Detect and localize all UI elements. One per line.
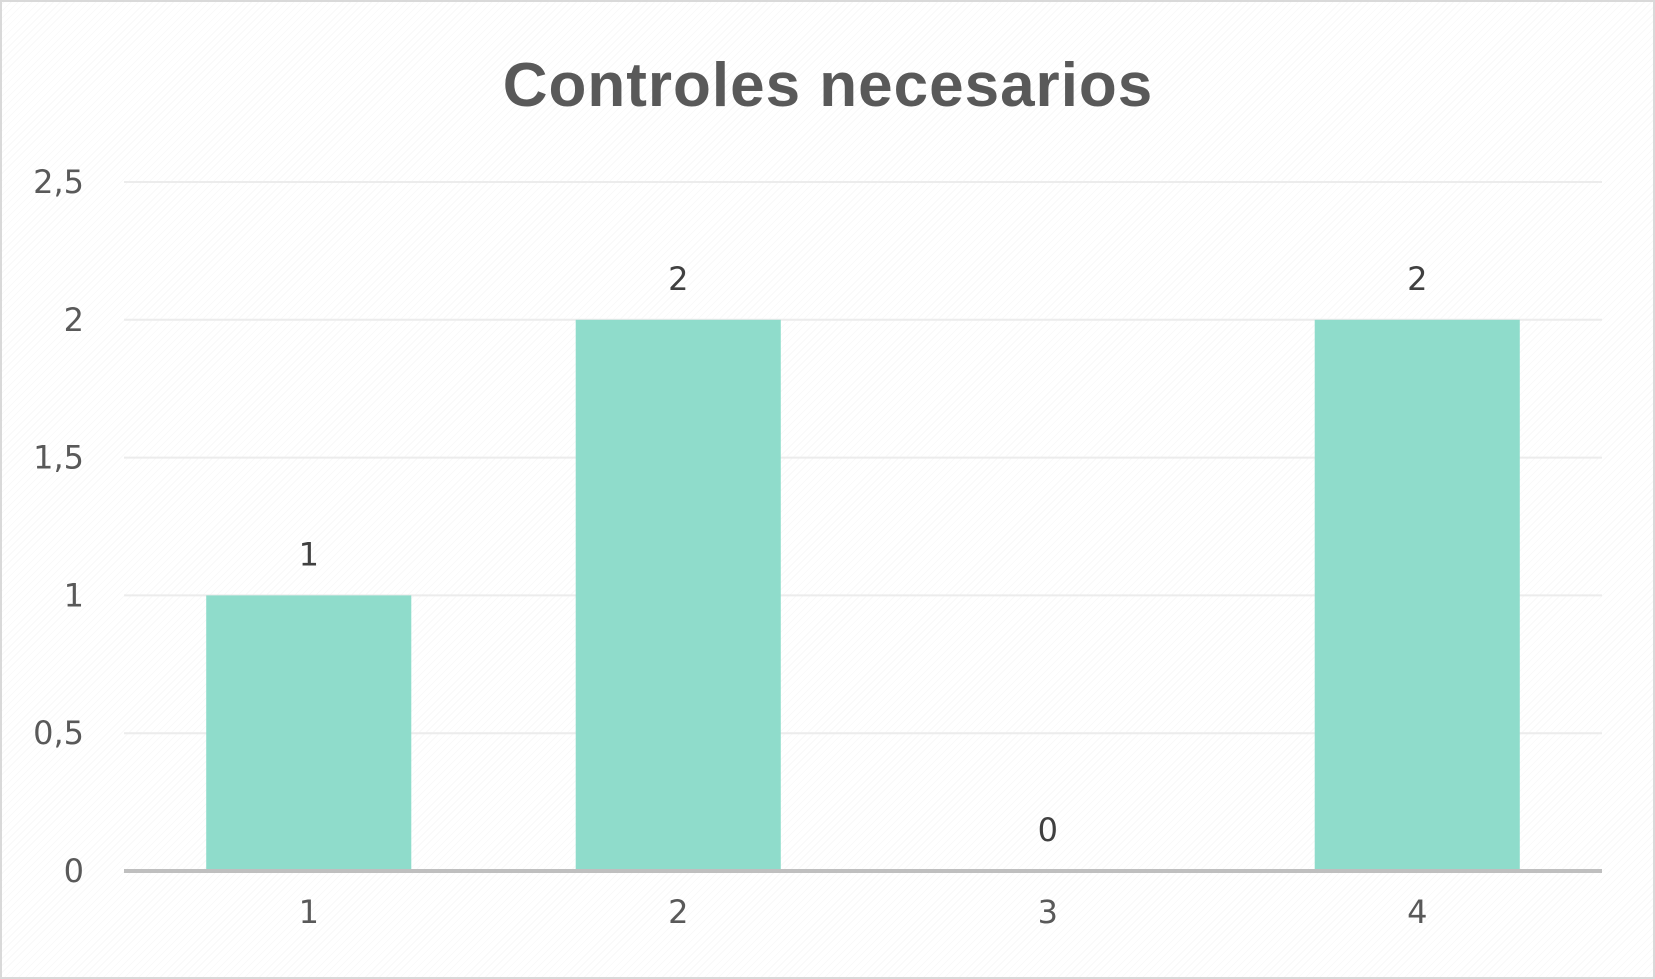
bar <box>206 595 412 871</box>
data-labels: 1 2 0 2 <box>299 260 1428 849</box>
x-axis-tick-labels: 1 2 3 4 <box>299 893 1428 931</box>
bars <box>206 319 1520 871</box>
chart-title: Controles necesarios <box>503 51 1154 120</box>
x-tick-label: 3 <box>1038 893 1058 931</box>
x-tick-label: 1 <box>299 893 319 931</box>
y-tick-label: 0,5 <box>33 714 84 752</box>
bar <box>1314 319 1520 871</box>
bar <box>575 319 781 871</box>
y-tick-label: 1,5 <box>33 439 84 477</box>
y-tick-label: 2 <box>64 301 84 339</box>
y-tick-label: 0 <box>64 852 84 890</box>
y-tick-label: 1 <box>64 576 84 614</box>
data-label: 1 <box>299 535 319 573</box>
data-label: 2 <box>668 260 688 298</box>
x-tick-label: 2 <box>668 893 688 931</box>
y-tick-label: 2,5 <box>33 163 84 201</box>
data-label: 0 <box>1038 811 1058 849</box>
data-label: 2 <box>1407 260 1427 298</box>
y-axis-tick-labels: 0 0,5 1 1,5 2 2,5 <box>33 163 84 890</box>
x-tick-label: 4 <box>1407 893 1427 931</box>
